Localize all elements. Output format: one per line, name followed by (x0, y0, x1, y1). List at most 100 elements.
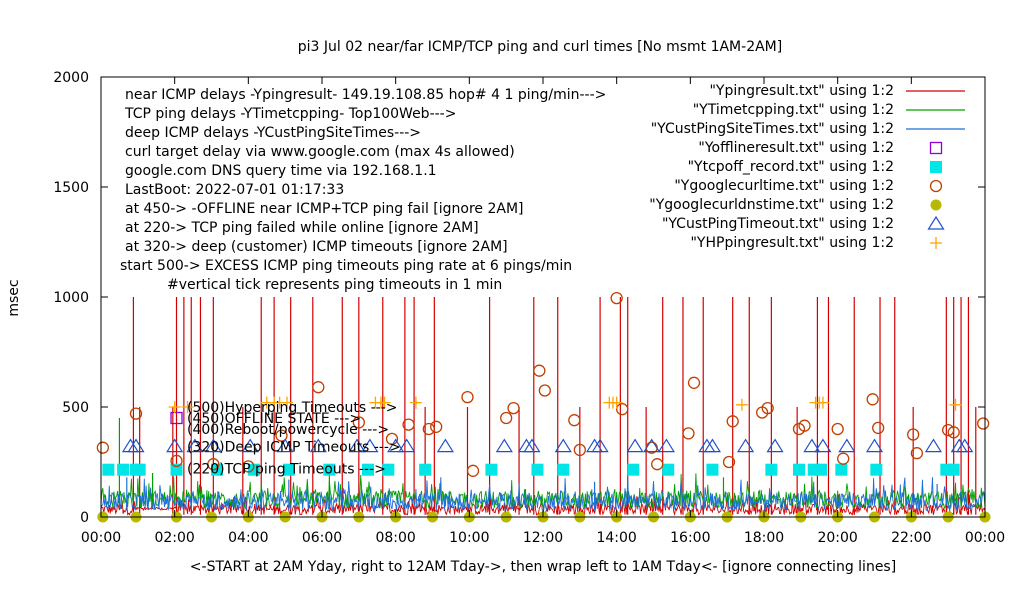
point (831, 422, 844, 436)
note-line: TCP ping delays -YTimetcpping- Top100Web… (124, 106, 456, 122)
point (737, 438, 755, 453)
point (362, 463, 375, 476)
point (924, 438, 943, 453)
point (211, 463, 224, 476)
legend-entry-label: "Ygooglecurltime.txt" using 1:2 (674, 178, 894, 194)
axes: 0 500 1000 1500 2000 00:00 02:00 04:00 06:00 08:0… (53, 70, 1005, 546)
legend-entry-label: "Ygooglecurldnstime.txt" using 1:2 (649, 197, 894, 213)
legend-entry-label: "Yofflineresult.txt" using 1:2 (698, 140, 894, 156)
point (942, 423, 955, 437)
note-line: at 220-> TCP ping failed while online [i… (125, 220, 479, 236)
point (870, 463, 883, 476)
point (242, 460, 255, 473)
point (866, 393, 879, 406)
note-line: near ICMP delays -Ypingresult- 149.19.10… (125, 87, 606, 103)
point (533, 364, 546, 377)
point (698, 438, 716, 453)
level-label: (220)TCP ping Timeouts ---> (187, 462, 386, 478)
series-line (100, 473, 986, 510)
legend-entry-label: "Ytcpoff_record.txt" using 1:2 (688, 159, 894, 175)
point (247, 463, 260, 476)
legend-swatch (929, 179, 943, 193)
x-tick-label: 00:00 (965, 530, 1005, 546)
legend-swatch (927, 215, 945, 230)
point (657, 438, 675, 453)
point (436, 438, 454, 453)
point (409, 396, 422, 409)
point (276, 438, 294, 453)
series-1 (100, 297, 986, 517)
point (117, 463, 130, 476)
point (127, 438, 145, 453)
legend-entry-label: "YCustPingSiteTimes.txt" using 1:2 (651, 121, 894, 137)
point (706, 463, 719, 476)
point (798, 419, 811, 432)
point (761, 401, 774, 415)
point (554, 438, 572, 453)
series-5 (102, 463, 960, 476)
point (947, 463, 960, 476)
series-3 (100, 476, 986, 512)
point (281, 396, 294, 409)
series-7 (97, 511, 991, 523)
point (170, 454, 183, 468)
point (682, 427, 695, 440)
legend-swatch (929, 141, 943, 155)
note-line: #vertical tick represents ping timeouts … (167, 277, 502, 293)
point (947, 426, 960, 439)
note-line: at 450-> -OFFLINE near ICMP+TCP ping fai… (125, 201, 524, 217)
point (133, 463, 146, 476)
point (726, 415, 739, 428)
point (241, 438, 259, 453)
chart-title: pi3 Jul 02 near/far ICMP/TCP ping and cu… (298, 39, 782, 55)
point (610, 291, 623, 305)
point (275, 429, 288, 442)
point (838, 438, 856, 453)
y-tick-label: 1500 (53, 180, 89, 196)
point (121, 438, 140, 453)
x-tick-label: 18:00 (744, 530, 784, 546)
point (500, 411, 513, 425)
point (687, 376, 701, 389)
note-line: LastBoot: 2022-07-01 01:17:33 (125, 182, 344, 198)
point (96, 441, 109, 454)
legend-swatch (930, 199, 942, 211)
point (129, 407, 143, 420)
point (803, 438, 821, 453)
y-tick-label: 2000 (53, 70, 89, 86)
x-tick-label: 14:00 (596, 530, 636, 546)
point (352, 416, 365, 429)
y-axis-label: msec (6, 279, 22, 316)
x-tick-label: 12:00 (523, 530, 563, 546)
point (204, 438, 222, 453)
legend-swatch (930, 161, 942, 173)
point (517, 438, 536, 453)
point (814, 438, 832, 453)
point (765, 463, 778, 476)
series-9 (168, 396, 962, 413)
point (722, 455, 736, 469)
series-2 (100, 418, 986, 510)
note-line: deep ICMP delays -YCustPingSiteTimes---> (125, 125, 421, 141)
point (662, 463, 675, 476)
point (466, 464, 480, 477)
note-line: at 320-> deep (customer) ICMP timeouts [… (125, 239, 508, 255)
point (949, 398, 962, 411)
legend-entry-label: "YCustPingTimeout.txt" using 1:2 (662, 216, 894, 232)
point (382, 463, 395, 476)
series-4 (170, 411, 183, 425)
point (461, 390, 474, 404)
point (651, 458, 664, 471)
point (792, 463, 805, 476)
series-6 (96, 291, 990, 477)
point (538, 384, 551, 397)
point (323, 463, 336, 476)
x-tick-label: 08:00 (375, 530, 415, 546)
point (170, 411, 183, 425)
level-label: (500)Hyperping Timeouts ---> (187, 400, 398, 416)
point (485, 463, 498, 476)
point (430, 420, 443, 433)
point (703, 438, 722, 453)
point (507, 401, 520, 415)
point (573, 443, 586, 457)
